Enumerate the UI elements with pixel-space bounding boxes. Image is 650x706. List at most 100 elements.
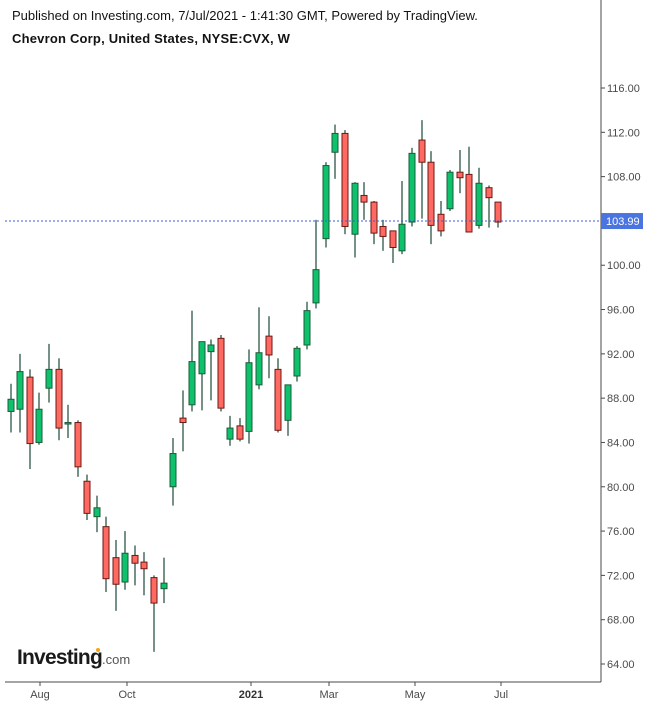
y-tick-label: 112.00 [607,127,640,139]
candle[interactable] [179,390,187,452]
candle[interactable] [112,539,120,611]
candle-body [418,139,426,163]
candle-body [465,173,473,233]
candle[interactable] [331,124,339,179]
candle[interactable] [360,182,368,220]
candle[interactable] [274,358,282,433]
candle[interactable] [265,316,273,379]
candle-body [427,161,435,226]
candle-body [226,427,234,440]
x-tick-label: Aug [30,689,50,701]
candle-body [437,213,445,232]
candle[interactable] [55,358,63,441]
candle-body [169,453,177,488]
candle-body [131,554,139,564]
candle[interactable] [131,545,139,586]
candle[interactable] [398,181,406,255]
x-axis-ticks[interactable]: Aug Oct 2021 Mar May Jul [30,682,508,701]
candle-body [179,417,187,424]
y-tick-label: 84.00 [607,437,635,449]
candle-body [93,507,101,518]
candle[interactable] [102,516,110,593]
candle[interactable] [427,151,435,245]
candle[interactable] [370,200,378,245]
candle-body [398,223,406,252]
candle[interactable] [293,346,301,382]
candle[interactable] [188,310,196,412]
candle[interactable] [26,369,34,470]
chart-title: Chevron Corp, United States, NYSE:CVX, W [12,31,291,46]
candle-body [265,335,273,356]
candle-body [379,225,387,237]
candle[interactable] [7,383,15,433]
candle-body [456,171,464,179]
candle[interactable] [226,415,234,446]
y-tick-label: 80.00 [607,482,635,494]
candle[interactable] [198,341,206,411]
candle[interactable] [437,200,445,237]
candle[interactable] [341,130,349,235]
candle[interactable] [236,418,244,442]
candle[interactable] [255,307,263,390]
candle-body [408,152,416,223]
candle-body [446,171,454,210]
candle[interactable] [169,438,177,506]
candle[interactable] [303,301,311,350]
candle[interactable] [379,219,387,251]
candle-body [331,132,339,153]
candle-body [274,368,282,431]
candle[interactable] [475,167,483,229]
candle[interactable] [35,392,43,445]
y-axis-ticks[interactable]: 116.00112.00108.00104.00100.0096.0092.00… [601,83,641,671]
candle[interactable] [284,384,292,436]
candle[interactable] [45,343,53,403]
candle[interactable] [465,146,473,233]
candle-body [207,344,215,353]
logo-suffix: .com [101,652,131,667]
candle-series [7,120,502,652]
candle[interactable] [322,162,330,248]
logo-wordmark: Investing [17,646,103,669]
candle[interactable] [494,201,502,228]
y-tick-label: 64.00 [607,659,635,671]
last-price-tag-text: 103.99 [606,216,640,228]
candle-body [74,422,82,468]
candle[interactable] [16,353,24,433]
investing-logo: Investing.com [17,646,130,670]
candle[interactable] [446,169,454,211]
candle-body [112,557,120,585]
x-tick-label: 2021 [239,689,263,701]
candle[interactable] [245,349,253,444]
candle[interactable] [217,335,225,412]
candle[interactable] [140,552,148,596]
candle[interactable] [456,150,464,194]
candle[interactable] [351,182,359,258]
candle[interactable] [93,495,101,533]
candle[interactable] [74,420,82,477]
x-tick-label: Mar [320,689,339,701]
candle-body [485,187,493,199]
candle[interactable] [64,404,72,439]
candle[interactable] [418,120,426,219]
candle[interactable] [312,219,320,309]
candle[interactable] [160,557,168,604]
x-tick-label: May [405,689,426,701]
candle-body [35,408,43,443]
candle-body [370,201,378,234]
candle[interactable] [121,531,129,590]
candle-body [303,310,311,346]
y-tick-label: 88.00 [607,393,635,405]
candle[interactable] [408,147,416,227]
logo-dot-icon [96,648,100,652]
candle-body [121,552,129,583]
candle[interactable] [207,339,215,401]
candle-body [389,230,397,249]
candle-body [494,201,502,223]
candle-body [45,368,53,389]
y-tick-label: 76.00 [607,526,635,538]
candle[interactable] [83,474,91,521]
last-price-tag-bg [601,213,643,230]
candle[interactable] [389,230,397,264]
candle[interactable] [150,575,158,652]
